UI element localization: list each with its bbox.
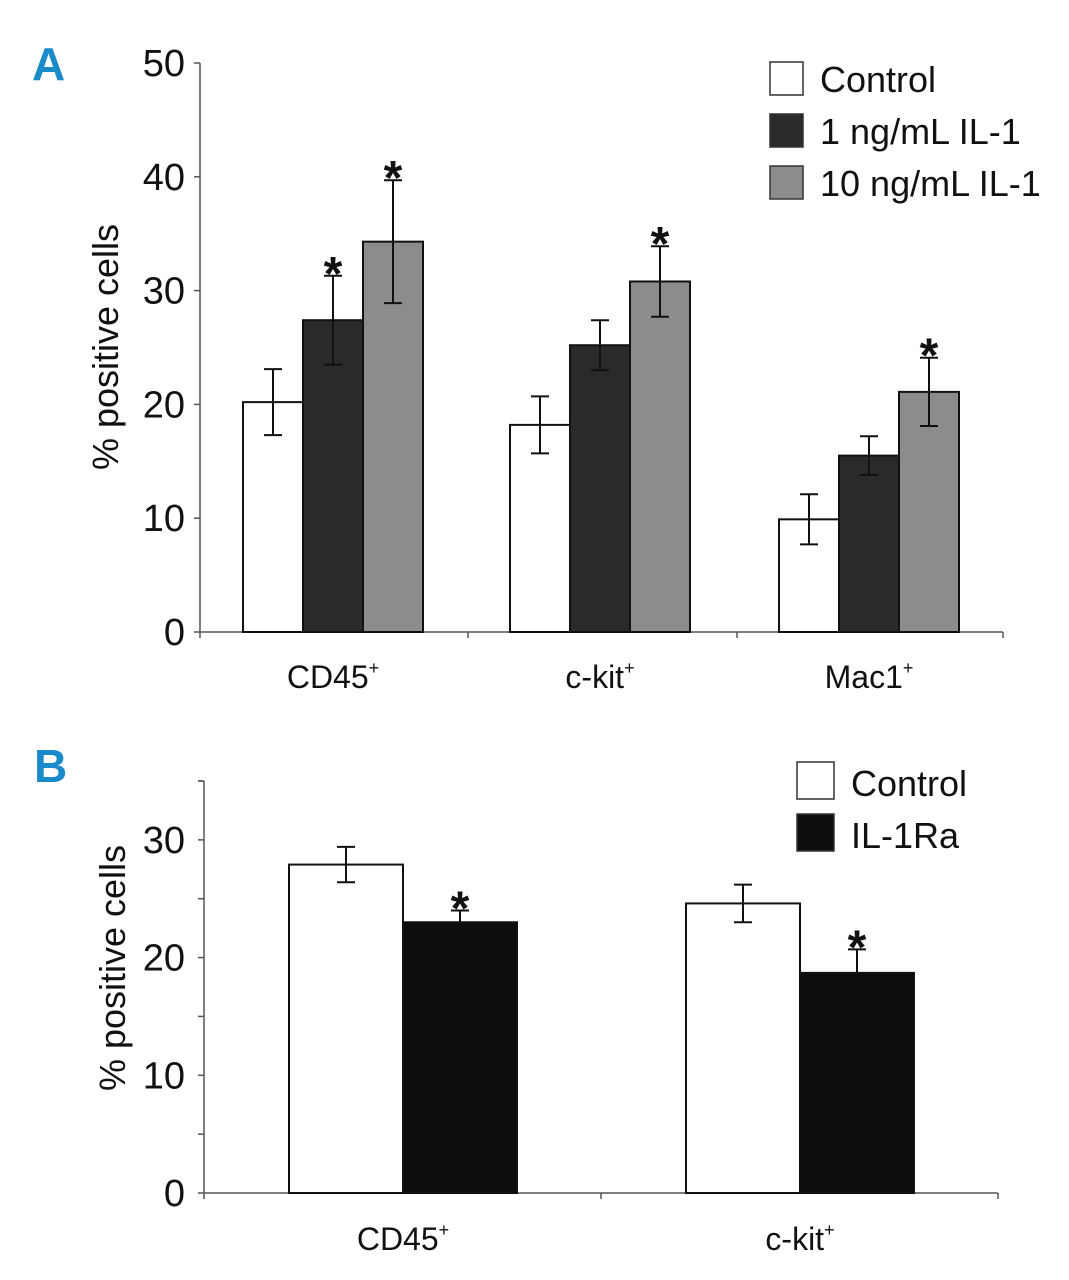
legend-label: IL-1Ra — [851, 815, 960, 856]
legend-label: 1 ng/mL IL-1 — [820, 111, 1021, 152]
bar-10-ng-ml-il-1 — [362, 240, 424, 634]
legend-label: Control — [851, 763, 967, 804]
category-superscript: + — [624, 658, 635, 678]
category-label: c-kit+ — [565, 658, 634, 695]
y-tick-label: 50 — [143, 43, 185, 85]
bar-10-ng-ml-il-1 — [629, 280, 691, 633]
category-name: Mac1 — [825, 659, 903, 695]
y-axis-label: % positive cells — [92, 845, 133, 1091]
bar-control — [509, 423, 571, 633]
y-tick-label: 0 — [164, 1173, 185, 1215]
y-tick-label: 40 — [143, 157, 185, 199]
bar-il-1ra — [402, 921, 518, 1194]
bar-control — [685, 902, 801, 1194]
category-superscript: + — [439, 1220, 450, 1240]
panel-label: B — [34, 740, 67, 792]
category-name: c-kit — [565, 659, 624, 695]
legend-swatch — [796, 761, 835, 800]
y-tick-label: 10 — [143, 1055, 185, 1097]
category-name: CD45 — [357, 1221, 439, 1257]
bar-control — [288, 863, 404, 1194]
bar-control — [242, 401, 304, 633]
category-label: CD45+ — [357, 1220, 449, 1257]
y-tick-label: 30 — [143, 271, 185, 313]
significance-star: * — [848, 921, 867, 974]
category-name: CD45 — [287, 659, 369, 695]
category-name: c-kit — [765, 1221, 824, 1257]
significance-star: * — [324, 248, 343, 301]
significance-star: * — [384, 152, 403, 205]
y-tick-label: 0 — [164, 612, 185, 654]
y-tick-label: 10 — [143, 498, 185, 540]
y-tick-label: 30 — [143, 820, 185, 862]
category-label: Mac1+ — [825, 658, 914, 695]
bar-10-ng-ml-il-1 — [898, 390, 960, 633]
category-superscript: + — [369, 658, 380, 678]
panel-label: A — [32, 38, 65, 90]
bar-1-ng-ml-il-1 — [302, 319, 364, 633]
bar-il-1ra — [799, 971, 915, 1194]
category-label: CD45+ — [287, 658, 379, 695]
legend-label: 10 ng/mL IL-1 — [820, 163, 1041, 204]
legend-label: Control — [820, 59, 936, 100]
significance-star: * — [451, 882, 470, 935]
legend-swatch — [769, 165, 804, 200]
significance-star: * — [920, 330, 939, 383]
category-label: c-kit+ — [765, 1220, 834, 1257]
y-axis-label: % positive cells — [85, 224, 126, 470]
category-superscript: + — [824, 1220, 835, 1240]
bar-1-ng-ml-il-1 — [569, 344, 631, 633]
legend-swatch — [796, 813, 835, 852]
legend-swatch — [769, 113, 804, 148]
legend-swatch — [769, 61, 804, 96]
y-tick-label: 20 — [143, 384, 185, 426]
bar-1-ng-ml-il-1 — [838, 454, 900, 633]
y-tick-label: 20 — [143, 938, 185, 980]
significance-star: * — [651, 218, 670, 271]
category-superscript: + — [903, 658, 914, 678]
